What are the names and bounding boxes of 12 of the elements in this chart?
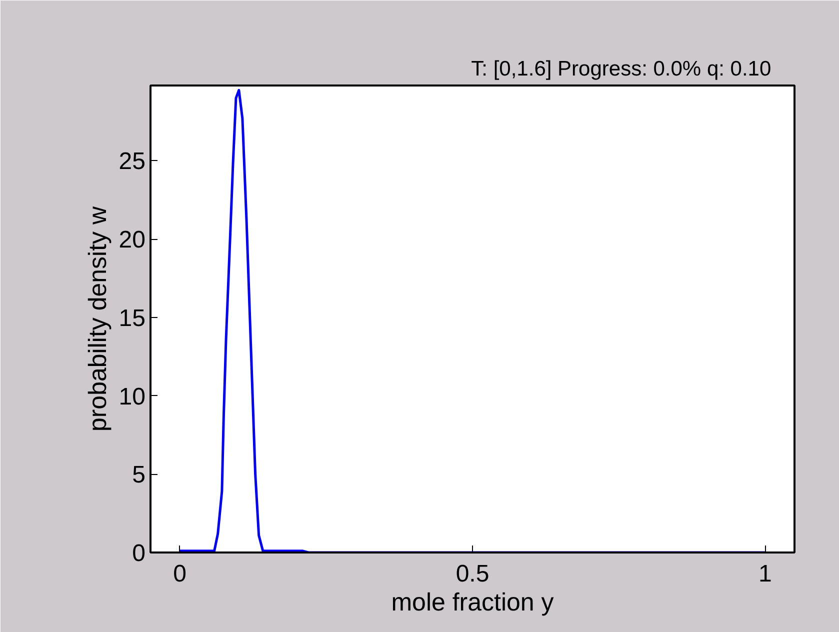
x-tick-label: 0 xyxy=(173,560,186,588)
y-tick-label: 5 xyxy=(132,462,146,489)
y-tick-label: 0 xyxy=(132,540,146,567)
x-tick-label: 0.5 xyxy=(456,560,490,588)
y-tick-label: 25 xyxy=(118,148,146,176)
y-tick-label: 20 xyxy=(118,226,146,254)
y-tick-label: 15 xyxy=(118,304,146,332)
y-tick-label: 10 xyxy=(118,383,146,410)
chart-title: T: [0,1.6] Progress: 0.0% q: 0.10 xyxy=(471,58,772,80)
y-axis-title: probability density w xyxy=(84,206,112,432)
x-tick-label: 1 xyxy=(758,560,772,588)
x-axis-title: mole fraction y xyxy=(391,588,554,616)
